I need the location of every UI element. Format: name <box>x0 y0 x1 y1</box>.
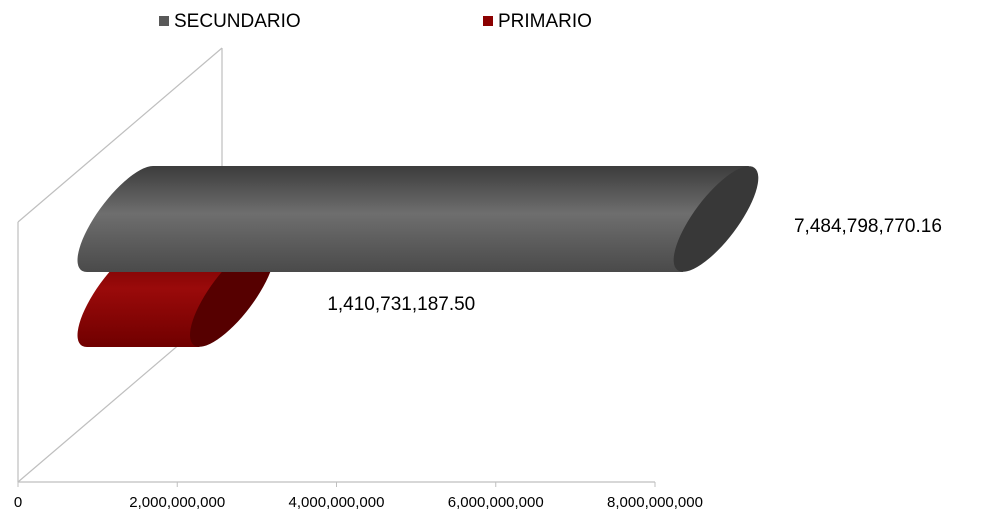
wall-edge <box>17 47 223 223</box>
legend-label: PRIMARIO <box>498 11 592 32</box>
bar-body <box>77 166 749 272</box>
bar-end <box>673 166 759 272</box>
value-label: 7,484,798,770.16 <box>794 216 942 237</box>
x-tick-label: 8,000,000,000 <box>607 494 703 511</box>
legend-swatch <box>159 16 169 26</box>
value-label: 1,410,731,187.50 <box>327 294 475 315</box>
x-tick-label: 6,000,000,000 <box>448 494 544 511</box>
bar <box>77 166 759 272</box>
x-tick-label: 4,000,000,000 <box>289 494 385 511</box>
x-tick-label: 0 <box>14 494 22 511</box>
legend-swatch <box>483 16 493 26</box>
x-tick-label: 2,000,000,000 <box>129 494 225 511</box>
legend-label: SECUNDARIO <box>174 11 301 32</box>
